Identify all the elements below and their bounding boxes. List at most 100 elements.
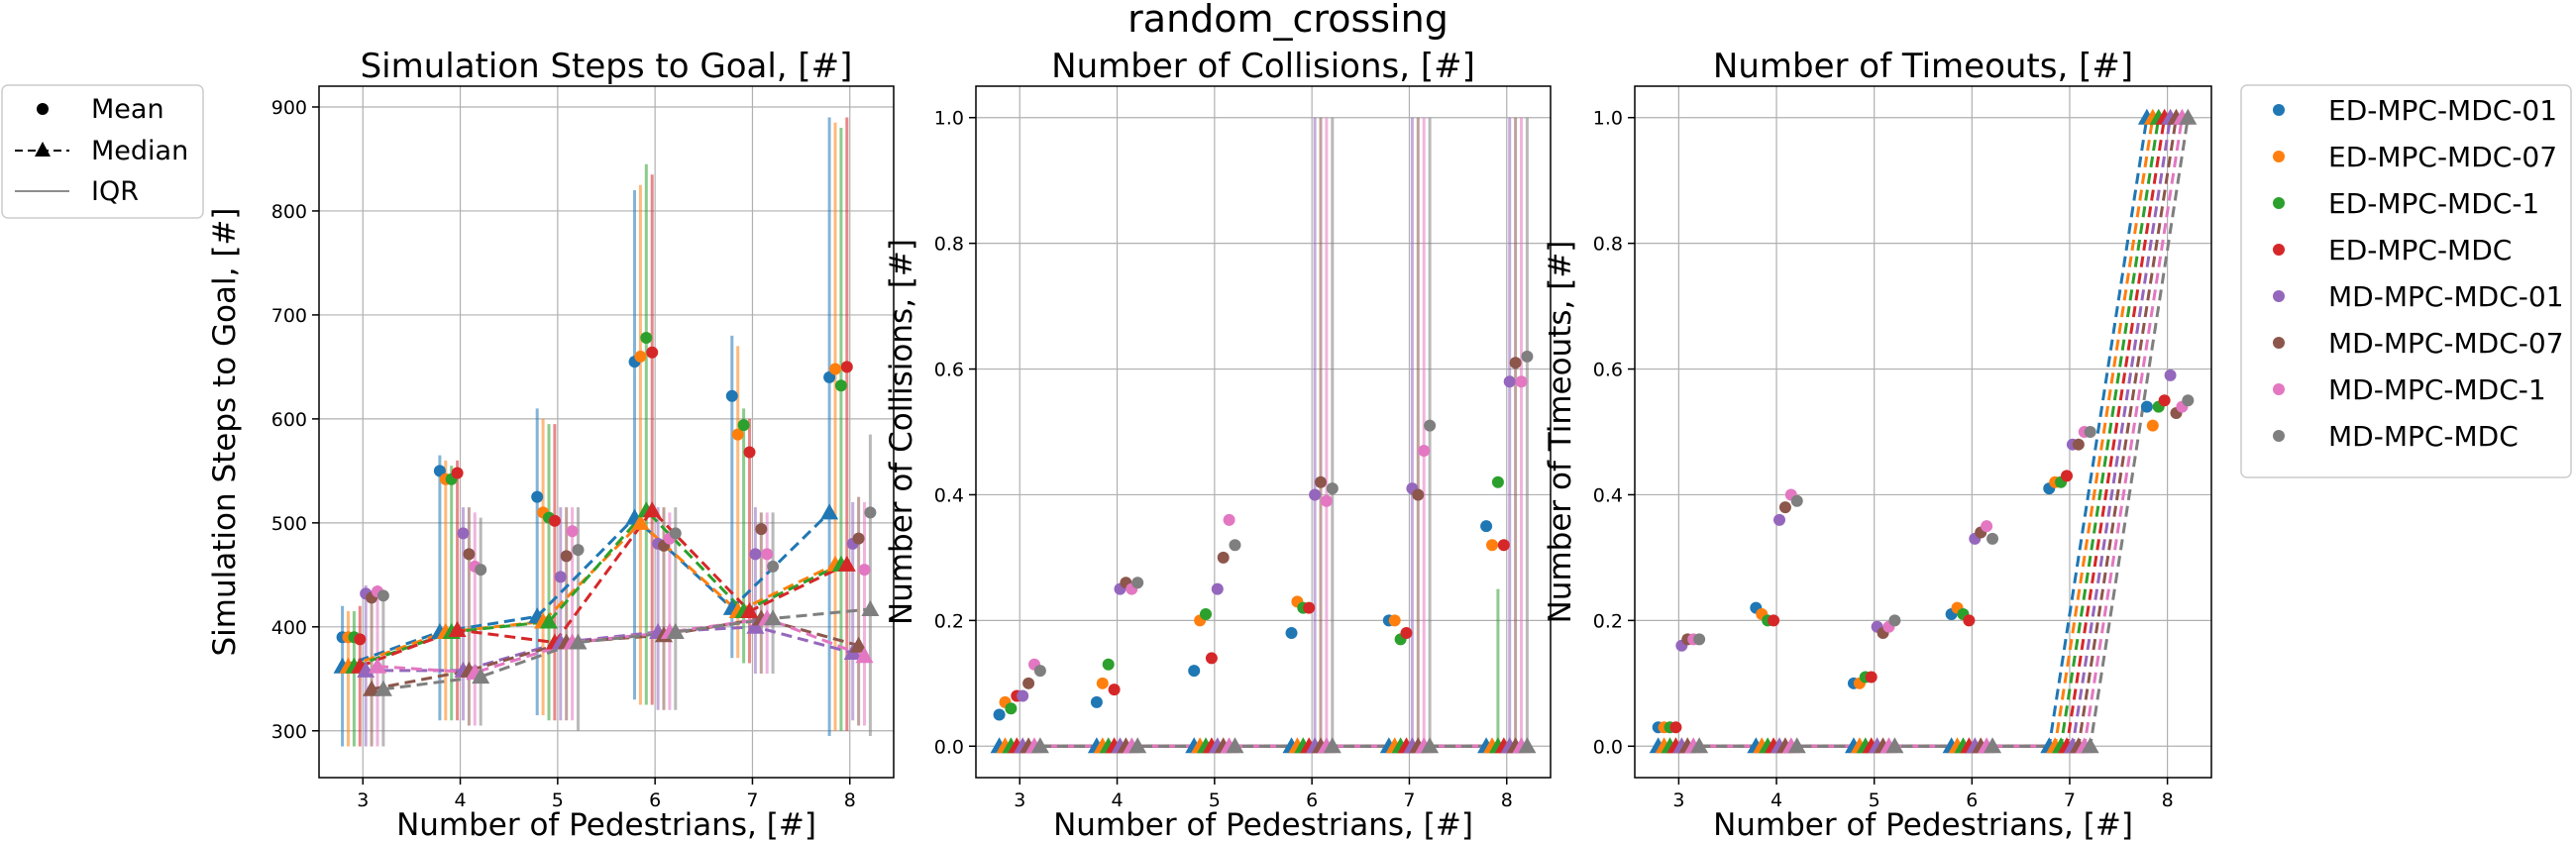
x-tick-label: 6 (649, 789, 661, 811)
y-tick-label: 300 (271, 721, 307, 743)
mean-point (1986, 532, 1999, 545)
mean-point (1096, 677, 1109, 689)
mean-point (1320, 494, 1333, 507)
mean-point (2164, 368, 2177, 381)
mean-point (1108, 684, 1121, 696)
mean-point (1017, 689, 1029, 702)
axes-frame (975, 85, 1552, 779)
plot-1: 3 4 5 6 7 8 300 400 500 600 700 800 900 Simulation St… (207, 47, 895, 842)
mean-point (1424, 419, 1437, 432)
median-point (837, 555, 856, 572)
mean-point (1515, 375, 1528, 388)
median-point (569, 633, 588, 650)
mean-point (1200, 608, 1212, 621)
mean-point (1400, 627, 1413, 640)
mean-point (376, 589, 389, 602)
median-point (1323, 737, 1342, 754)
median-point (1787, 737, 1806, 754)
mean-point (1521, 350, 1534, 363)
legend-series-label: MD-MPC-MDC-01 (2328, 280, 2564, 313)
median-point (849, 636, 868, 653)
median-point (472, 668, 490, 684)
x-tick-label: 3 (1672, 789, 1684, 811)
y-tick-label: 0.6 (934, 360, 964, 381)
median-point (368, 657, 386, 674)
x-tick-label: 7 (746, 789, 758, 811)
median-point (540, 612, 558, 629)
y-tick-label: 700 (271, 305, 307, 327)
y-axis-label: Number of Collisions, [#] (884, 239, 919, 625)
mean-point (1418, 445, 1431, 458)
y-tick-label: 0.4 (934, 484, 964, 506)
x-tick-label: 4 (454, 789, 466, 811)
mean-point (1509, 357, 1522, 369)
median-point (1518, 737, 1537, 754)
mean-point (572, 544, 585, 557)
median-point (643, 501, 662, 518)
mean-point (1865, 671, 1878, 684)
median-point (363, 680, 381, 696)
legend-series-label: MD-MPC-MDC (2328, 420, 2519, 453)
median-point (1128, 737, 1147, 754)
mean-point (669, 527, 682, 540)
x-tick-label: 4 (1771, 789, 1782, 811)
median-point (1885, 737, 1904, 754)
legend-series-label: MD-MPC-MDC-07 (2328, 327, 2564, 360)
median-point (666, 623, 685, 640)
x-tick-label: 3 (1014, 789, 1025, 811)
legend-iqr-label: IQR (91, 176, 139, 207)
mean-point (749, 548, 762, 561)
legend-series-label: ED-MPC-MDC-01 (2328, 94, 2557, 127)
median-line (347, 520, 836, 669)
y-tick-label: 0.2 (1593, 610, 1623, 632)
y-tick-label: 1.0 (934, 108, 964, 130)
x-tick-label: 8 (1501, 789, 1513, 811)
mean-point (1486, 539, 1499, 552)
mean-point (1497, 539, 1510, 552)
mean-point (864, 506, 877, 519)
mean-point (1303, 601, 1316, 614)
mean-point (2061, 470, 2074, 482)
figure-suptitle: random_crossing (1127, 0, 1449, 41)
mean-point (743, 446, 756, 459)
y-tick-label: 500 (271, 513, 307, 535)
mean-point (823, 370, 836, 383)
mean-point (1285, 627, 1298, 640)
legend-series-marker (2273, 104, 2285, 116)
legend-series-label: ED-MPC-MDC-07 (2328, 141, 2557, 173)
median-line (342, 511, 831, 669)
mean-point (1772, 513, 1785, 526)
mean-point (634, 350, 647, 363)
plot-3: 3 4 5 6 7 8 0.0 0.2 0.4 0.6 0.8 1.0 Number of Timeou… (1543, 47, 2212, 842)
x-tick-label: 6 (1966, 789, 1978, 811)
plot-title: Number of Collisions, [#] (1051, 47, 1475, 86)
mean-point (475, 564, 487, 577)
mean-point (1309, 488, 1322, 501)
mean-point (548, 514, 561, 527)
mean-point (1888, 614, 1901, 627)
median-point (374, 680, 392, 696)
median-point (820, 503, 839, 520)
legend-series-marker (2273, 337, 2285, 349)
y-tick-label: 900 (271, 97, 307, 119)
mean-point (1480, 520, 1493, 533)
median-point (861, 599, 880, 616)
x-axis-label: Number of Pedestrians, [#] (1713, 807, 2133, 842)
mean-point (1669, 721, 1682, 734)
mean-point (1102, 658, 1115, 671)
median-point (855, 647, 874, 664)
plots: 3 4 5 6 7 8 300 400 500 600 700 800 900 Simulation St… (207, 47, 2212, 842)
mean-point (2084, 426, 2096, 438)
mean-point (1033, 665, 1046, 678)
mean-point (2140, 400, 2153, 413)
axes-frame (1634, 85, 2212, 779)
legend-series-marker (2273, 430, 2285, 442)
median-point (746, 617, 765, 634)
median-point (1984, 737, 2002, 754)
mean-point (1778, 501, 1791, 514)
legend-median-marker (35, 142, 51, 157)
legend-series-label: MD-MPC-MDC-1 (2328, 373, 2546, 406)
mean-point (858, 564, 871, 577)
y-tick-label: 0.6 (1593, 360, 1623, 381)
mean-point (1491, 475, 1504, 488)
